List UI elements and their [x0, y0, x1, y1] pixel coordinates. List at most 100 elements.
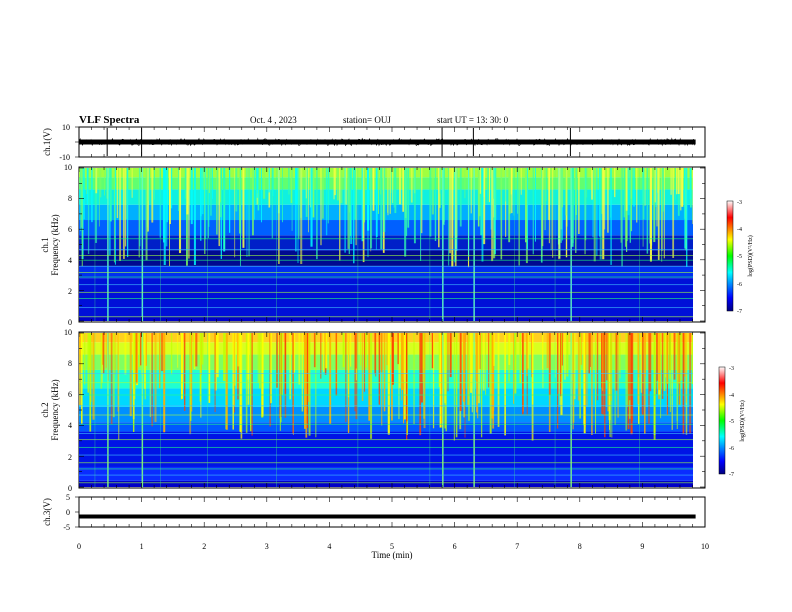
burst-streak	[239, 168, 241, 267]
burst-streak	[588, 333, 590, 374]
burst-streak	[145, 333, 147, 366]
burst-streak	[677, 168, 680, 195]
burst-streak	[281, 333, 283, 396]
burst-streak	[335, 333, 338, 396]
cbar1-tick-label: -6	[737, 282, 742, 288]
burst-streak	[583, 333, 586, 434]
start-ut-label: start UT = 13: 30: 0	[437, 115, 509, 125]
burst-streak	[159, 333, 161, 389]
burst-streak	[288, 168, 290, 195]
burst-streak	[257, 168, 260, 211]
burst-streak	[602, 168, 605, 260]
burst-streak	[625, 168, 628, 211]
burst-streak	[114, 168, 116, 265]
cbar2-tick-label: -3	[729, 366, 734, 372]
burst-streak	[387, 333, 390, 435]
burst-streak	[220, 168, 221, 203]
cbar2-tick-label: -7	[729, 472, 734, 478]
burst-streak	[178, 168, 182, 254]
burst-streak	[372, 168, 375, 211]
burst-streak	[383, 333, 386, 412]
burst-streak	[602, 333, 605, 415]
burst-streak	[147, 168, 149, 232]
burst-streak	[482, 168, 484, 205]
burst-streak	[586, 168, 588, 198]
burst-streak	[81, 333, 83, 424]
artifact-line	[554, 168, 556, 321]
burst-streak	[489, 333, 492, 434]
ch2-spectrogram	[79, 333, 695, 487]
burst-streak	[655, 168, 657, 208]
cbar2-tick-label: -4	[729, 393, 734, 399]
burst-streak	[658, 333, 661, 391]
burst-streak	[693, 333, 695, 425]
burst-streak	[531, 333, 534, 441]
x-tick-label: 10	[701, 542, 709, 551]
ch1-colorbar	[726, 200, 734, 312]
narrowband-line	[79, 394, 693, 396]
artifact-line	[514, 333, 515, 487]
burst-streak	[579, 333, 581, 419]
spec1-ytick-label: 0	[68, 318, 72, 327]
burst-streak	[216, 168, 218, 235]
burst-streak	[350, 168, 353, 245]
axis-ticks	[75, 126, 706, 528]
narrowband-line	[79, 439, 693, 441]
burst-streak	[402, 168, 405, 212]
burst-streak	[247, 333, 250, 380]
burst-streak	[677, 333, 680, 384]
burst-streak	[80, 168, 83, 228]
burst-streak	[518, 168, 520, 266]
narrowband-line	[79, 284, 693, 286]
burst-streak	[337, 168, 339, 201]
x-tick-label: 2	[202, 542, 206, 551]
burst-streak	[327, 168, 329, 224]
spec1-ytick-label: 4	[68, 256, 72, 265]
artifact-line	[357, 333, 359, 487]
burst-streak	[485, 333, 487, 395]
burst-streak	[200, 168, 202, 241]
burst-streak	[500, 168, 503, 260]
narrowband-line	[79, 382, 693, 384]
burst-streak	[682, 333, 685, 435]
burst-streak	[591, 333, 593, 435]
burst-streak	[642, 168, 645, 220]
burst-streak	[223, 333, 226, 382]
spectrogram-band	[79, 388, 693, 407]
burst-streak	[79, 333, 81, 406]
burst-streak	[98, 168, 100, 227]
artifact-line	[429, 333, 431, 487]
burst-streak	[100, 333, 103, 389]
spectrogram-band	[79, 480, 693, 487]
burst-streak	[83, 168, 85, 220]
burst-streak	[186, 168, 189, 215]
burst-streak	[261, 333, 264, 417]
burst-streak	[561, 168, 564, 208]
spectrogram-band	[79, 369, 693, 389]
spec1-ytick-label: 10	[64, 163, 72, 172]
burst-streak	[126, 168, 128, 220]
burst-streak	[188, 168, 190, 259]
burst-streak	[480, 168, 483, 236]
burst-streak	[354, 333, 356, 412]
narrowband-line	[79, 446, 693, 448]
burst-streak	[177, 168, 180, 212]
burst-streak	[398, 333, 401, 388]
burst-streak	[610, 333, 612, 401]
burst-streak	[607, 168, 609, 233]
burst-streak	[561, 333, 564, 366]
burst-streak	[672, 168, 675, 258]
burst-streak	[661, 333, 664, 399]
burst-streak	[129, 333, 132, 417]
burst-streak	[350, 333, 352, 367]
burst-streak	[660, 333, 662, 419]
burst-streak	[633, 168, 635, 207]
burst-streak	[517, 168, 519, 214]
burst-streak	[479, 168, 482, 194]
spec2-ytick-label: 4	[68, 421, 72, 430]
narrowband-line	[79, 373, 693, 374]
artifact-line	[276, 168, 277, 321]
burst-streak	[300, 168, 303, 265]
burst-streak	[138, 333, 141, 368]
burst-streak	[566, 333, 569, 377]
